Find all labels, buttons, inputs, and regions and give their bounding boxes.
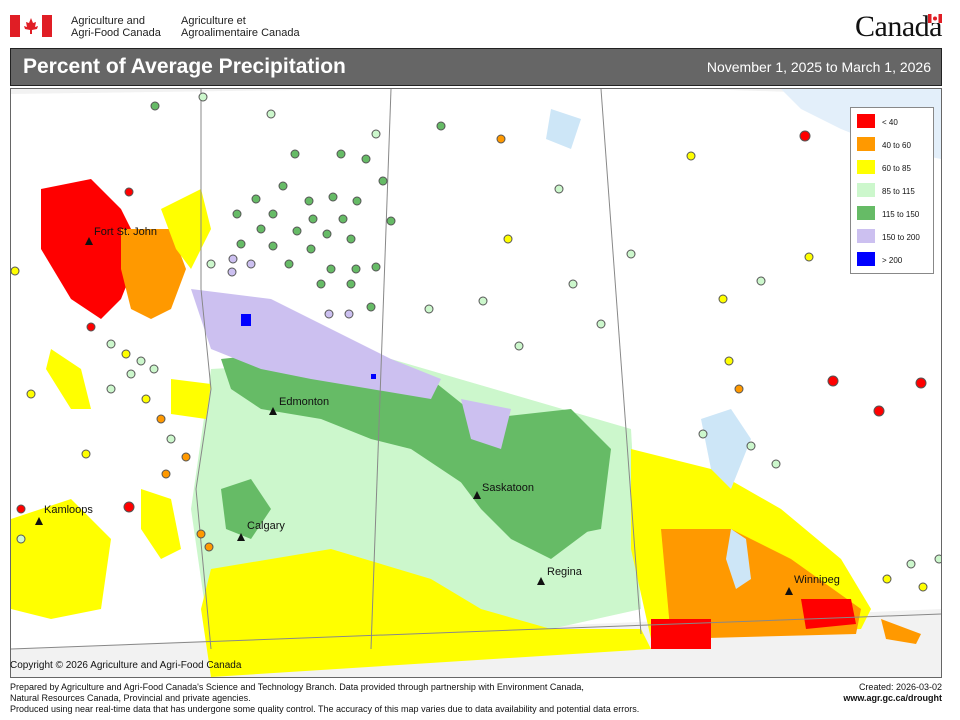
legend-label: 40 to 60 (882, 141, 911, 150)
title-bar: Percent of Average Precipitation Novembe… (10, 48, 942, 86)
legend-swatch (857, 137, 875, 151)
footer-line2: Natural Resources Canada, Provincial and… (10, 693, 251, 703)
legend-swatch (857, 252, 875, 266)
city-label-calgary: Calgary (247, 520, 285, 532)
legend-swatch (857, 114, 875, 128)
city-label-saskatoon: Saskatoon (482, 482, 534, 494)
legend-swatch (857, 206, 875, 220)
legend-swatch (857, 229, 875, 243)
legend-label: 60 to 85 (882, 164, 911, 173)
city-label-edmonton: Edmonton (279, 396, 329, 408)
footer-line3: Produced using near real-time data that … (10, 704, 640, 714)
legend: < 40 40 to 60 60 to 85 85 to 115 115 to … (850, 107, 934, 274)
footer-notes: Prepared by Agriculture and Agri-Food Ca… (10, 682, 639, 715)
agency-en-line2: Agri-Food Canada (71, 27, 161, 39)
canada-flag-icon (10, 15, 52, 37)
agency-en-line1: Agriculture and (71, 15, 145, 27)
agency-name-en: Agriculture and Agri-Food Canada (71, 15, 161, 39)
legend-swatch (857, 183, 875, 197)
copyright: Copyright © 2026 Agriculture and Agri-Fo… (10, 660, 242, 671)
legend-label: 150 to 200 (882, 233, 920, 242)
agency-fr-line2: Agroalimentaire Canada (181, 27, 300, 39)
created-info: Created: 2026-03-02 www.agr.gc.ca/drough… (843, 682, 942, 704)
city-label-fort-st-john: Fort St. John (94, 226, 157, 238)
source-url[interactable]: www.agr.gc.ca/drought (843, 693, 942, 703)
wordmark-flag-icon (928, 14, 942, 23)
city-label-winnipeg: Winnipeg (794, 574, 840, 586)
legend-swatch (857, 160, 875, 174)
map-title: Percent of Average Precipitation (23, 55, 346, 78)
legend-label: < 40 (882, 118, 898, 127)
map-canvas: Fort St. John Edmonton Calgary Kamloops … (11, 89, 941, 677)
city-label-kamloops: Kamloops (44, 504, 93, 516)
agency-fr-line1: Agriculture et (181, 15, 246, 27)
city-markers: Fort St. John Edmonton Calgary Kamloops … (35, 226, 840, 595)
header: Agriculture and Agri-Food Canada Agricul… (0, 0, 960, 44)
legend-label: 115 to 150 (882, 210, 920, 219)
footer-line1: Prepared by Agriculture and Agri-Food Ca… (10, 682, 584, 692)
station-markers (11, 92, 941, 592)
date-range: November 1, 2025 to March 1, 2026 (706, 59, 931, 75)
legend-label: > 200 (882, 256, 903, 265)
legend-label: 85 to 115 (882, 187, 915, 196)
canada-wordmark: Canada (855, 10, 942, 43)
city-label-regina: Regina (547, 566, 583, 578)
agency-name-fr: Agriculture et Agroalimentaire Canada (181, 15, 300, 39)
precipitation-map: Fort St. John Edmonton Calgary Kamloops … (10, 88, 942, 678)
created-date: Created: 2026-03-02 (858, 682, 942, 692)
